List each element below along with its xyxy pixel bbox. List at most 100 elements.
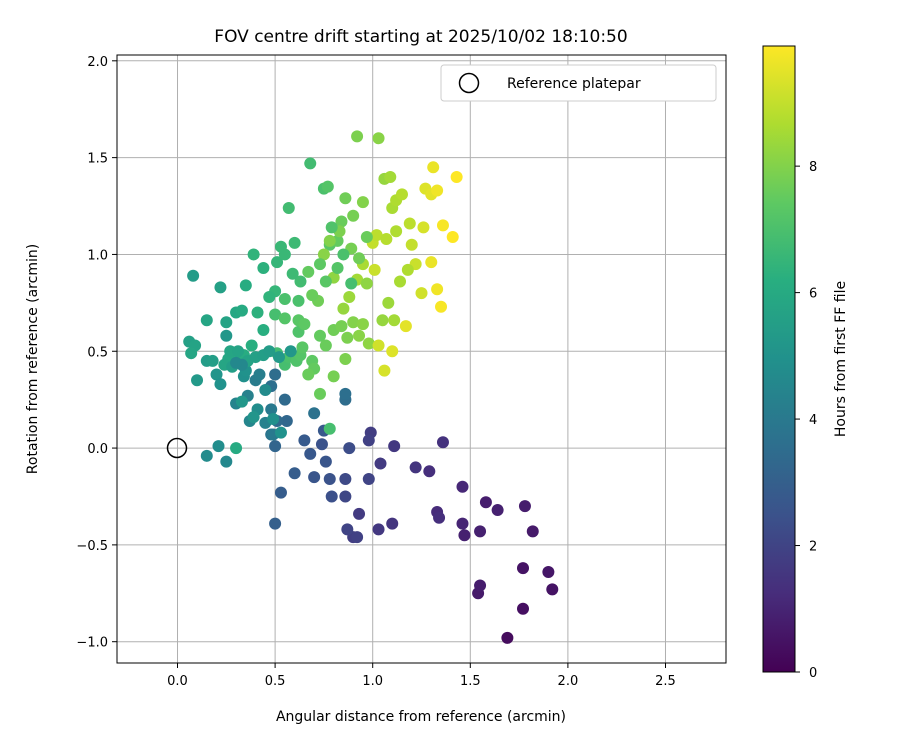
x-axis-ticks: 0.0 0.5 1.0 1.5 2.0 2.5 — [167, 663, 676, 689]
scatter-point — [315, 438, 328, 451]
scatter-point — [409, 461, 422, 474]
scatter-point — [360, 277, 373, 290]
scatter-point — [337, 302, 350, 315]
scatter-point — [335, 215, 348, 228]
y-axis-ticks: −1.0 −0.5 0.0 0.5 1.0 1.5 2.0 — [76, 55, 117, 651]
scatter-point — [431, 184, 444, 197]
scatter-point — [278, 393, 291, 406]
colorbar: 0 2 4 6 8 Hours from first FF file — [762, 45, 849, 681]
scatter-point — [185, 347, 198, 360]
scatter-point — [331, 261, 344, 274]
scatter-point — [368, 263, 381, 276]
scatter-point — [436, 436, 449, 449]
scatter-point — [206, 354, 219, 367]
data-points — [183, 130, 559, 644]
scatter-point — [431, 283, 444, 296]
scatter-point — [263, 345, 276, 358]
scatter-point — [251, 306, 264, 319]
legend-label: Reference platepar — [507, 76, 641, 92]
y-tick-label: −0.5 — [76, 539, 108, 554]
colorbar-ticks: 0 2 4 6 8 — [795, 160, 817, 681]
scatter-point — [200, 314, 213, 327]
scatter-point — [458, 529, 471, 542]
scatter-point — [362, 337, 375, 350]
scatter-point — [491, 504, 504, 517]
scatter-point — [394, 275, 407, 288]
scatter-point — [479, 496, 492, 509]
scatter-point — [230, 442, 243, 455]
scatter-point — [395, 188, 408, 201]
scatter-point — [518, 500, 531, 513]
scatter-point — [210, 368, 223, 381]
scatter-point — [286, 267, 299, 280]
x-tick-label: 2.0 — [558, 674, 579, 689]
scatter-point — [304, 447, 317, 460]
y-tick-label: 2.0 — [87, 55, 108, 70]
chart-title: FOV centre drift starting at 2025/10/02 … — [214, 27, 627, 47]
scatter-point — [345, 277, 358, 290]
scatter-point — [374, 457, 387, 470]
scatter-point — [362, 434, 375, 447]
legend-box — [440, 64, 717, 102]
colorbar-label: Hours from first FF file — [833, 281, 849, 437]
scatter-point — [294, 275, 307, 288]
scatter-point — [382, 296, 395, 309]
scatter-point — [335, 320, 348, 333]
scatter-point — [220, 329, 233, 342]
scatter-point — [308, 471, 321, 484]
x-tick-label: 2.5 — [655, 674, 676, 689]
scatter-point — [339, 473, 352, 486]
scatter-point — [339, 192, 352, 205]
scatter-point — [474, 525, 487, 538]
scatter-point — [323, 422, 336, 435]
scatter-point — [296, 341, 309, 354]
scatter-point — [372, 132, 385, 145]
scatter-point — [302, 368, 315, 381]
scatter-point — [288, 236, 301, 249]
scatter-point — [319, 275, 332, 288]
y-tick-label: −1.0 — [76, 636, 108, 651]
scatter-point — [230, 356, 243, 369]
scatter-point — [325, 490, 338, 503]
scatter-point — [327, 370, 340, 383]
scatter-point — [435, 300, 448, 313]
scatter-point — [388, 314, 401, 327]
scatter-point — [259, 383, 272, 396]
colorbar-tick-label: 6 — [809, 287, 817, 302]
scatter-point — [278, 248, 291, 261]
scatter-point — [278, 312, 291, 325]
scatter-point — [456, 480, 469, 493]
scatter-point — [214, 378, 227, 391]
scatter-point — [415, 287, 428, 300]
scatter-point — [356, 318, 369, 331]
scatter-point — [308, 407, 321, 420]
y-tick-label: 1.5 — [87, 152, 108, 167]
scatter-point — [235, 304, 248, 317]
scatter-point — [247, 248, 260, 261]
scatter-point — [235, 395, 248, 408]
scatter-point — [274, 486, 287, 499]
scatter-point — [265, 403, 278, 416]
scatter-point — [542, 565, 555, 578]
scatter-point — [380, 232, 393, 245]
scatter-point — [273, 351, 286, 364]
scatter-point — [456, 517, 469, 530]
scatter-point — [314, 387, 326, 400]
scatter-point — [306, 289, 319, 302]
scatter-point — [325, 221, 338, 234]
legend: Reference platepar — [440, 64, 717, 102]
scatter-point — [339, 490, 352, 503]
scatter-point — [405, 238, 418, 251]
scatter-point — [425, 256, 438, 269]
scatter-point — [220, 455, 233, 468]
scatter-point — [269, 517, 282, 530]
scatter-point — [546, 583, 559, 596]
scatter-point — [526, 525, 539, 538]
scatter-point — [337, 248, 350, 261]
scatter-point — [284, 345, 297, 358]
scatter-point — [501, 631, 514, 644]
scatter-point — [376, 314, 389, 327]
scatter-point — [212, 440, 225, 453]
scatter-point — [191, 374, 204, 387]
